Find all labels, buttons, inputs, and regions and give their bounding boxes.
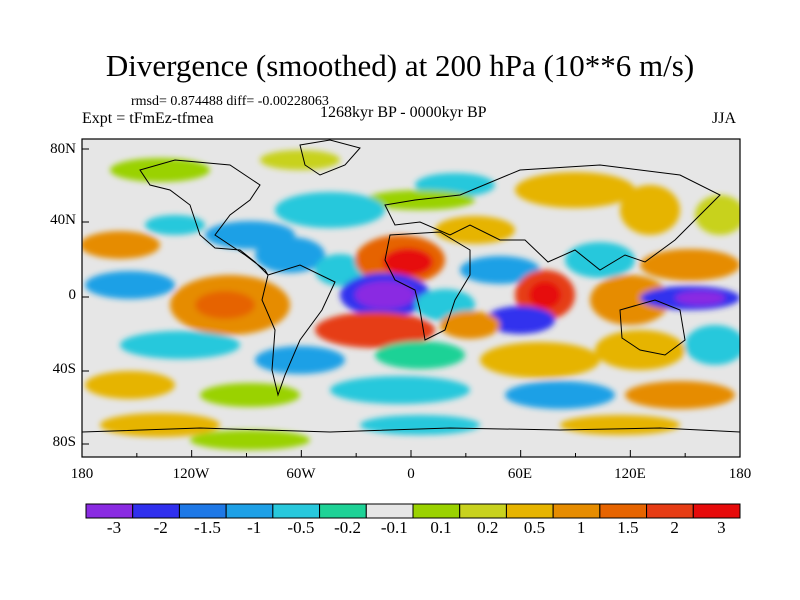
field-blob <box>110 158 210 182</box>
experiment-label: Expt = tFmEz-tfmea <box>82 110 214 127</box>
colorbar-swatch <box>412 503 461 519</box>
field-blob <box>675 291 725 305</box>
lon-ticks <box>81 450 741 457</box>
field-blob <box>685 325 740 365</box>
field-blob <box>485 306 555 334</box>
field-blob <box>460 256 540 284</box>
lon-label: 120W <box>172 466 210 482</box>
field-blob <box>480 342 600 378</box>
lon-label: 0 <box>407 466 415 482</box>
field-blob <box>315 312 435 348</box>
lon-label: 60W <box>286 466 316 482</box>
field-blob <box>529 281 561 309</box>
field-blob <box>560 415 680 435</box>
colorbar-swatch <box>178 503 227 519</box>
field-blob <box>255 237 325 273</box>
colorbar-label: -0.5 <box>287 518 315 537</box>
colorbar-swatch <box>599 503 648 519</box>
colorbar-label: 1 <box>576 518 586 537</box>
colorbar-swatch <box>225 503 274 519</box>
colorbar-label: -0.2 <box>334 518 362 537</box>
field-blob <box>625 381 735 409</box>
colorbar-swatch <box>552 503 601 519</box>
eurasia-coast <box>384 164 721 271</box>
colorbar-label: -3 <box>106 518 122 537</box>
colorbar-label: 0.5 <box>523 518 546 537</box>
colorbar-label: -0.1 <box>380 518 408 537</box>
colorbar-label: 2 <box>670 518 679 537</box>
north-america-coast <box>139 159 269 276</box>
field-blob <box>82 231 160 259</box>
colorbar-swatch <box>365 503 414 519</box>
australia-coast <box>619 299 686 356</box>
field-blob <box>120 331 240 359</box>
lon-label: 120E <box>614 466 646 482</box>
colorbar-swatch <box>505 503 554 519</box>
colorbar-label: 1.5 <box>617 518 639 537</box>
field-blob <box>355 281 415 309</box>
colorbar-swatch <box>319 503 367 519</box>
stats-label: rmsd= 0.874488 diff= -0.00228063 <box>131 94 329 109</box>
colorbar-swatch <box>132 503 180 519</box>
field-blob <box>275 192 385 228</box>
colorbar-label: 0.1 <box>430 518 452 537</box>
antarctica-coast <box>82 427 740 433</box>
colorbar-label: -2 <box>153 518 168 537</box>
season-label: JJA <box>712 110 737 127</box>
field-blob <box>640 249 740 281</box>
africa-coast <box>384 231 471 341</box>
field-blob <box>85 371 175 399</box>
colorbar-swatch <box>646 503 694 519</box>
lat-label: 40N <box>50 212 76 228</box>
colorbar <box>85 503 741 519</box>
field-blob <box>505 381 615 409</box>
field-blob <box>515 172 635 208</box>
colorbar-swatch <box>459 503 507 519</box>
field-blob <box>365 190 475 210</box>
field-blob <box>590 275 670 325</box>
lat-label: 40S <box>52 361 76 377</box>
field-blob <box>85 271 175 299</box>
field-blob <box>330 376 470 404</box>
field-blob <box>145 215 205 235</box>
period-label: 1268kyr BP - 0000kyr BP <box>320 104 487 121</box>
field-blob <box>200 383 300 407</box>
lon-label: 60E <box>507 466 533 482</box>
field-blob <box>360 415 480 435</box>
field-blob <box>195 291 255 319</box>
field-blob <box>190 430 310 450</box>
plot-title: Divergence (smoothed) at 200 hPa (10**6 … <box>105 48 695 83</box>
south-america-coast <box>261 264 336 397</box>
colorbar-swatch <box>692 503 741 519</box>
colorbar-label: 0.2 <box>477 518 499 537</box>
colorbar-swatch <box>272 503 321 519</box>
colorbar-swatch <box>85 503 134 519</box>
field-blob <box>565 242 635 278</box>
field-blob <box>440 311 500 339</box>
colorbar-label: -1 <box>247 518 262 537</box>
lat-label: 80N <box>50 141 76 157</box>
field-blob <box>383 248 433 276</box>
field-blob <box>375 341 465 369</box>
field-blob <box>695 195 740 235</box>
field-blob <box>620 185 680 235</box>
greenland-coast <box>299 139 361 176</box>
lon-label: 180 <box>728 466 752 482</box>
field-blob <box>100 413 220 437</box>
lon-label: 180 <box>70 466 94 482</box>
lat-ticks <box>82 148 89 445</box>
lat-label: 80S <box>52 434 76 450</box>
lat-label: 0 <box>68 287 77 303</box>
colorbar-label: 3 <box>717 518 726 537</box>
divergence-field <box>82 139 740 457</box>
colorbar-label: -1.5 <box>193 518 221 537</box>
field-blob <box>255 346 345 374</box>
coastlines <box>82 139 740 433</box>
field-blob <box>260 150 340 170</box>
